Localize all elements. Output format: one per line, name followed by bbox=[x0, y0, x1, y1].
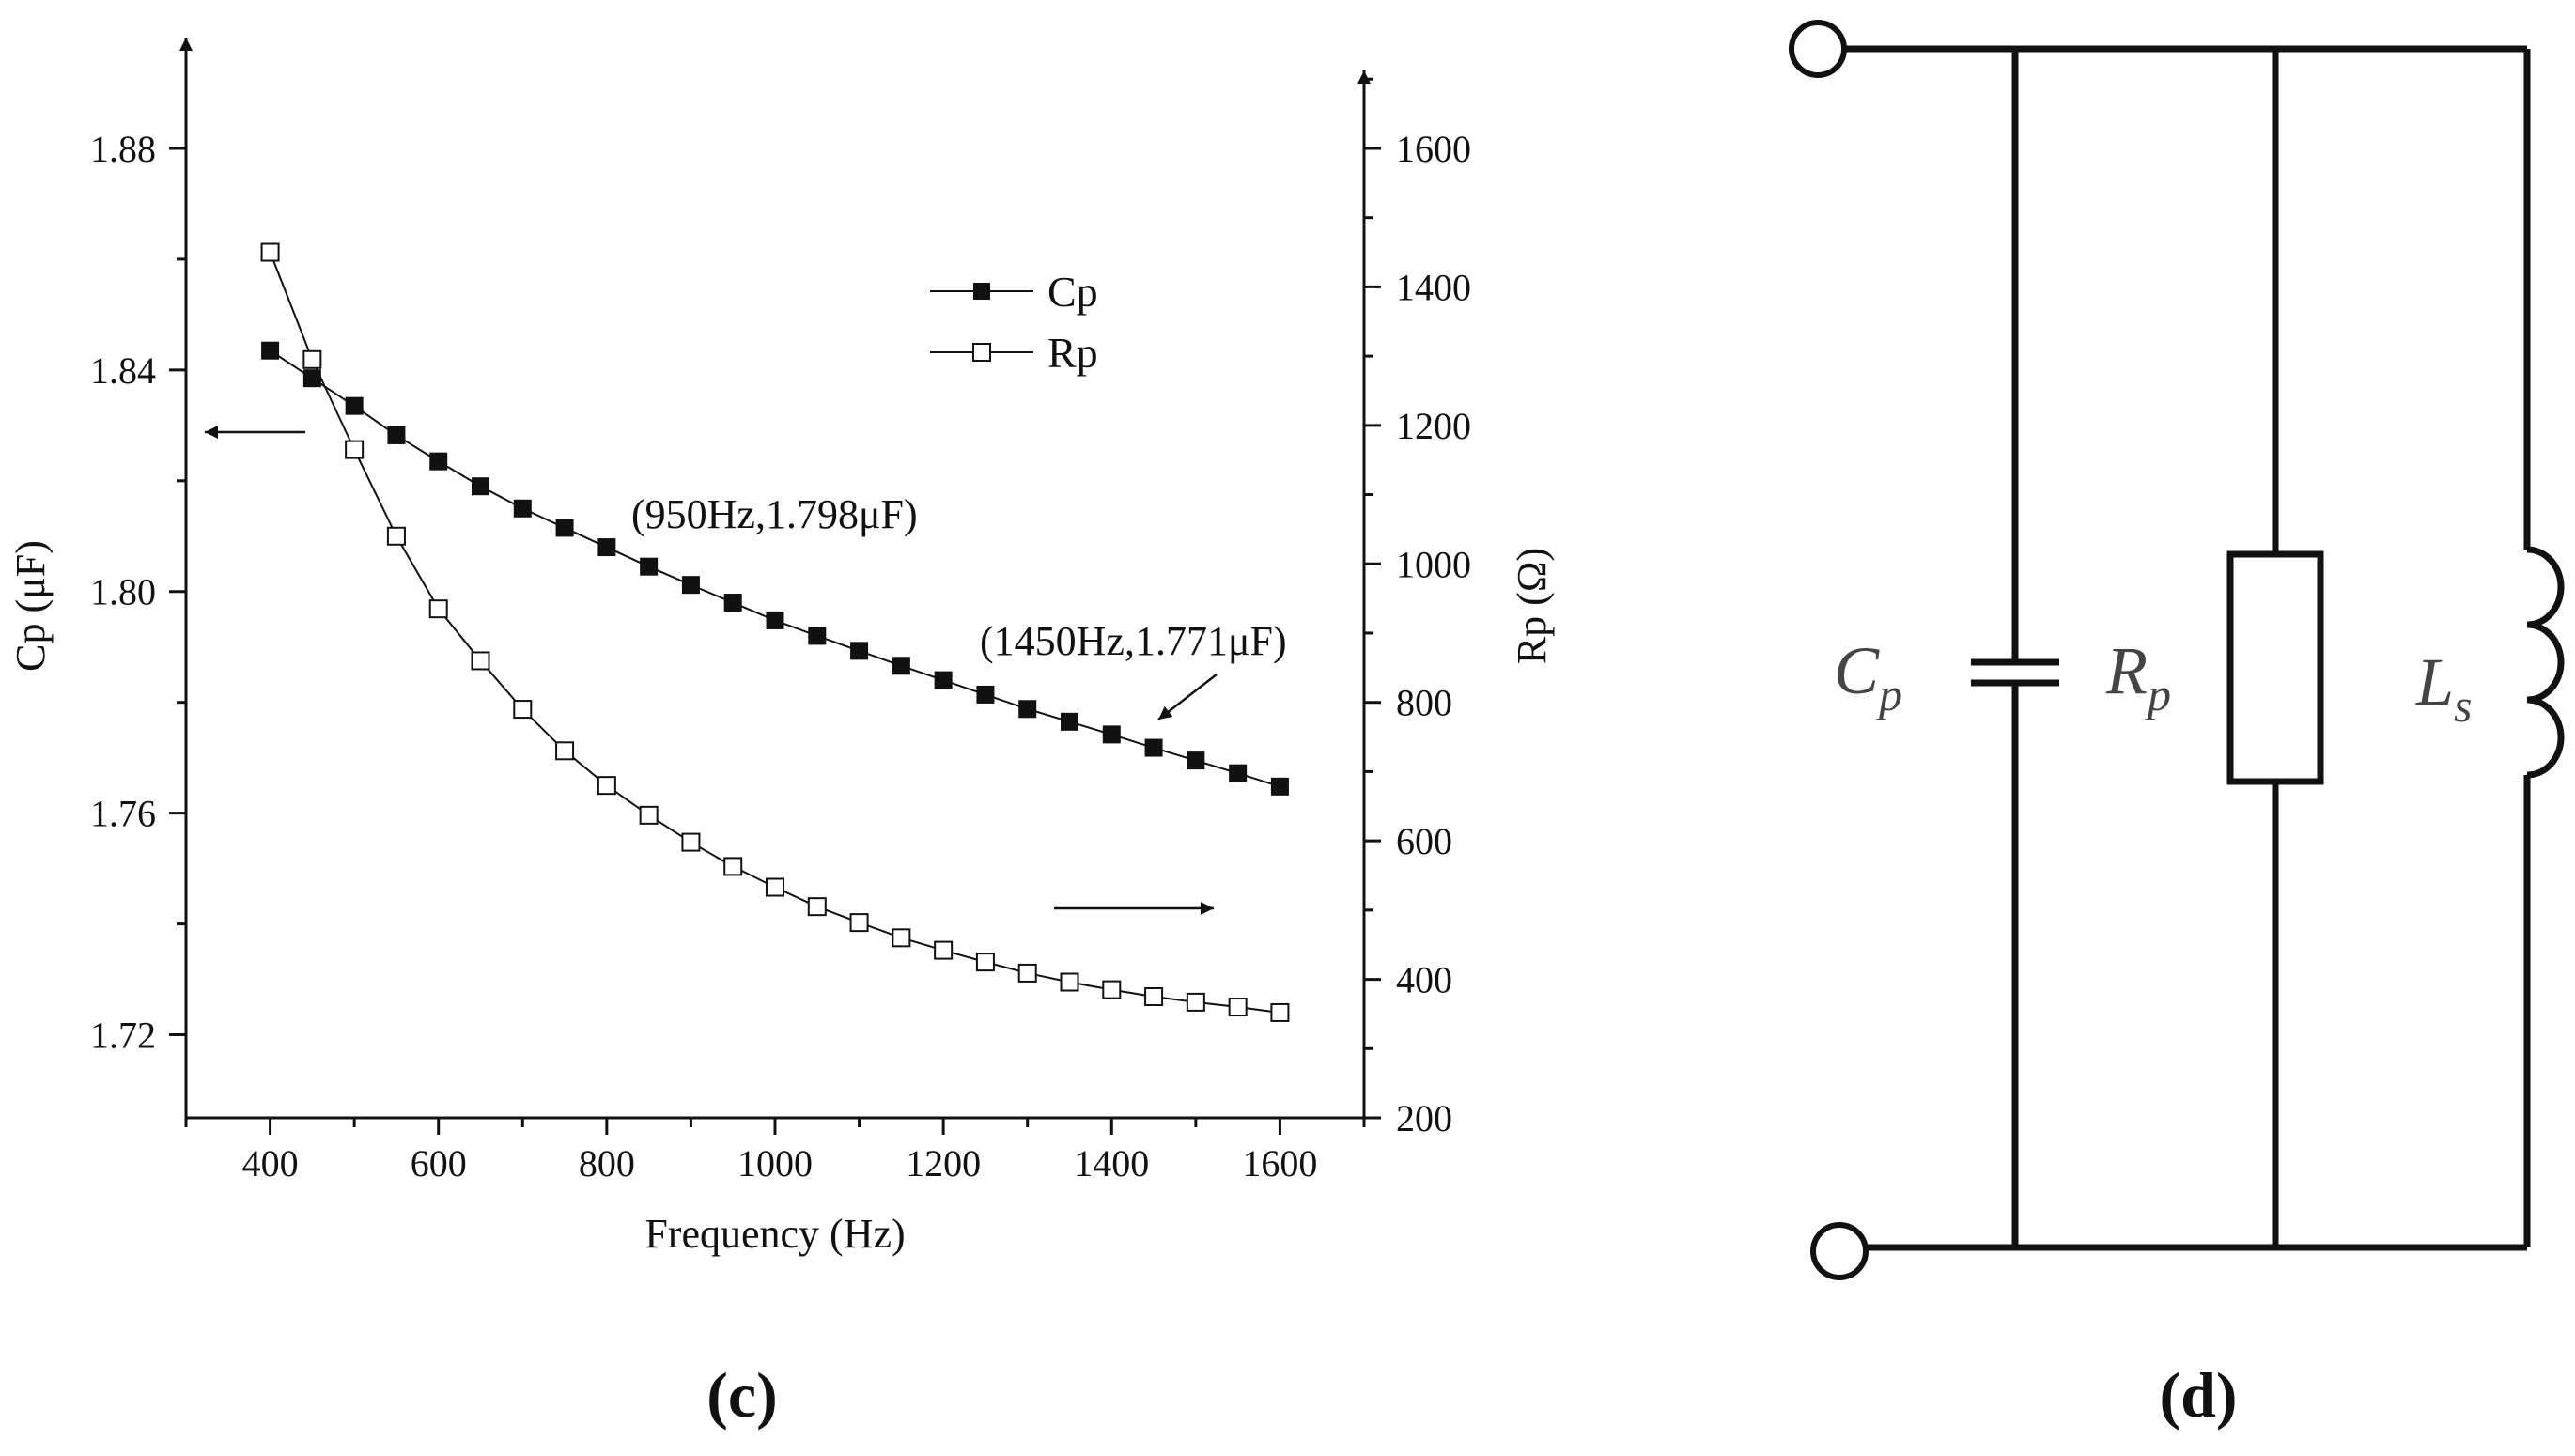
point-rp bbox=[681, 832, 701, 852]
terminal-top bbox=[1789, 20, 1847, 78]
point-cp bbox=[555, 519, 574, 537]
point-cp bbox=[1061, 712, 1078, 731]
point-rp bbox=[849, 913, 869, 933]
y-left-tick-label: 1.88 bbox=[90, 128, 156, 170]
point-rp bbox=[428, 599, 448, 619]
point-cp bbox=[892, 657, 910, 675]
resistor-symbol bbox=[2226, 550, 2324, 785]
series-layer bbox=[260, 242, 1290, 1022]
point-cp bbox=[1102, 725, 1121, 744]
legend-rp-marker bbox=[972, 343, 991, 362]
y-left-tick-label: 1.72 bbox=[90, 1015, 156, 1057]
x-tick-label: 400 bbox=[242, 1142, 299, 1185]
y-right-tick-label: 200 bbox=[1396, 1097, 1452, 1139]
y-right-tick-label: 400 bbox=[1396, 959, 1452, 1001]
point-rp bbox=[766, 877, 784, 897]
y-left-ticks: 1.72 1.76 1.80 1.84 1.88 bbox=[90, 128, 186, 1057]
x-tick-label: 1000 bbox=[737, 1142, 813, 1185]
y-right-tick-label: 800 bbox=[1396, 682, 1452, 724]
point-rp bbox=[471, 651, 490, 671]
panel-label-c: (c) bbox=[706, 1359, 777, 1431]
point-cp bbox=[723, 594, 742, 612]
point-cp bbox=[1229, 764, 1248, 782]
point-rp bbox=[386, 526, 406, 546]
annotation-1450hz-arrow bbox=[1157, 674, 1218, 720]
x-tick-label: 800 bbox=[579, 1142, 635, 1185]
x-tick-label: 600 bbox=[411, 1142, 467, 1185]
point-rp bbox=[1102, 980, 1122, 999]
y-left-tick-label: 1.80 bbox=[90, 571, 156, 613]
point-rp bbox=[892, 928, 911, 948]
point-cp bbox=[850, 642, 869, 660]
point-cp bbox=[1187, 751, 1205, 770]
point-cp bbox=[1018, 700, 1037, 719]
point-rp bbox=[1144, 986, 1164, 1006]
legend-cp-marker bbox=[973, 283, 990, 300]
point-rp bbox=[1017, 963, 1037, 983]
point-cp bbox=[1270, 777, 1289, 796]
point-rp bbox=[513, 700, 533, 720]
annotation-950hz: (950Hz,1.798μF) bbox=[631, 491, 918, 537]
terminal-bottom bbox=[1810, 1222, 1869, 1280]
point-rp bbox=[807, 897, 827, 917]
chart-panel: 400 600 800 1000 1200 1400 1600 1.721.761.801.… bbox=[8, 38, 1555, 1431]
point-rp bbox=[555, 741, 575, 761]
point-cp bbox=[934, 671, 953, 689]
x-tick-label: 1200 bbox=[906, 1142, 981, 1185]
point-rp bbox=[1060, 972, 1079, 992]
point-cp bbox=[976, 685, 995, 704]
point-cp bbox=[261, 341, 280, 360]
y-right-tick-label: 600 bbox=[1396, 820, 1452, 862]
y-right-tick-label: 1000 bbox=[1396, 543, 1471, 585]
x-tick-label: 1600 bbox=[1242, 1142, 1317, 1185]
panel-label-d: (d) bbox=[2159, 1359, 2237, 1431]
inductor-coil bbox=[2526, 546, 2565, 779]
y-right-tick-label: 1400 bbox=[1396, 266, 1471, 308]
point-cp bbox=[766, 611, 784, 629]
point-cp bbox=[640, 557, 659, 576]
y-left-tick-label: 1.84 bbox=[90, 349, 156, 392]
point-rp bbox=[345, 440, 365, 459]
point-cp bbox=[681, 576, 700, 595]
y-left-axis-title: Cp (μF) bbox=[8, 540, 54, 672]
y-left-tick-label: 1.76 bbox=[90, 793, 156, 835]
point-cp bbox=[387, 426, 406, 444]
y-right-tick-label: 1600 bbox=[1396, 128, 1471, 170]
point-rp bbox=[934, 940, 954, 960]
x-tick-label: 1400 bbox=[1074, 1142, 1149, 1185]
y-right-tick-label: 1200 bbox=[1396, 405, 1471, 447]
annotation-1450hz: (1450Hz,1.771μF) bbox=[980, 618, 1287, 664]
x-ticks: 400 600 800 1000 1200 1400 1600 bbox=[184, 1118, 1366, 1185]
point-rp bbox=[723, 857, 743, 876]
inductor-label: Ls bbox=[2415, 644, 2473, 732]
point-cp bbox=[429, 452, 448, 471]
legend-cp-label: Cp bbox=[1047, 268, 1098, 316]
point-cp bbox=[472, 477, 489, 496]
point-cp bbox=[808, 627, 827, 645]
point-rp bbox=[597, 776, 616, 796]
point-rp bbox=[639, 805, 659, 825]
point-cp bbox=[597, 538, 616, 557]
point-cp bbox=[513, 499, 532, 518]
point-rp bbox=[1270, 1002, 1290, 1022]
legend: Cp Rp bbox=[930, 268, 1098, 377]
series-line-cp bbox=[270, 349, 1280, 788]
capacitor-label: Cp bbox=[1834, 633, 1902, 720]
y-right-ticks: 200 400 600 800 1000 1200 1400 1600 bbox=[1364, 77, 1471, 1139]
point-rp bbox=[1228, 998, 1248, 1017]
legend-rp-label: Rp bbox=[1047, 329, 1098, 377]
point-rp bbox=[975, 953, 995, 972]
point-cp bbox=[345, 396, 364, 415]
x-axis-title: Frequency (Hz) bbox=[644, 1211, 905, 1257]
circuit-diagram bbox=[1789, 20, 2565, 1280]
point-rp bbox=[302, 349, 322, 369]
point-rp bbox=[260, 242, 280, 262]
resistor-label: Rp bbox=[2105, 633, 2171, 720]
y-right-axis-title: Rp (Ω) bbox=[1509, 548, 1555, 664]
point-rp bbox=[1186, 992, 1205, 1012]
point-cp bbox=[1144, 738, 1163, 757]
